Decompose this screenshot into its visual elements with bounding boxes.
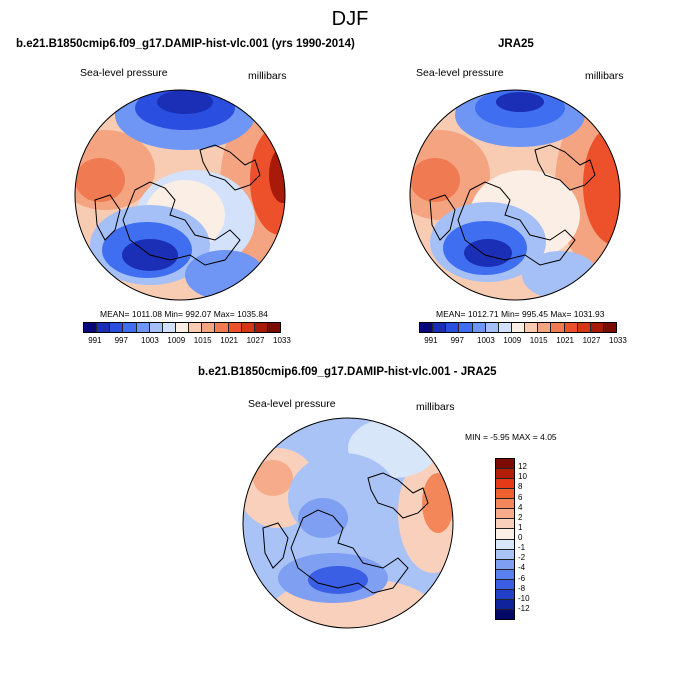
colorbar-swatch <box>538 323 552 332</box>
colorbar-swatch <box>564 323 578 332</box>
colorbar-swatch <box>496 509 514 520</box>
colorbar-swatch <box>577 323 591 332</box>
colorbar-swatch <box>496 599 514 610</box>
colorbar-swatch <box>123 323 137 332</box>
colorbar-swatch <box>472 323 486 332</box>
obs-stats: MEAN= 1012.71 Min= 995.45 Max= 1031.93 <box>436 309 605 319</box>
colorbar-swatch <box>496 479 514 490</box>
colorbar-swatch <box>496 499 514 510</box>
colorbar-swatch <box>498 323 512 332</box>
colorbar-tick-label: -2 <box>518 553 526 563</box>
colorbar-swatch <box>496 609 514 619</box>
figure-title: DJF <box>331 8 369 30</box>
colorbar-swatch <box>496 519 514 530</box>
colorbar-swatch <box>551 323 565 332</box>
colorbar-tick-label: 1003 <box>477 336 495 345</box>
colorbar-tick-label: 4 <box>518 502 523 512</box>
diff-stats: MIN = -5.95 MAX = 4.05 <box>465 432 557 442</box>
model-polar-map <box>74 89 286 301</box>
colorbar-tick-label: -12 <box>518 603 530 613</box>
colorbar-swatch <box>496 559 514 570</box>
colorbar-swatch <box>459 323 473 332</box>
colorbar-tick-label: -10 <box>518 593 530 603</box>
colorbar-tick-label: -1 <box>518 543 526 553</box>
obs-polar-map <box>409 89 621 301</box>
colorbar-swatch <box>97 323 111 332</box>
colorbar-tick-label: 1033 <box>273 336 291 345</box>
colorbar-tick-label: 1033 <box>609 336 627 345</box>
model-variable-label: Sea-level pressure <box>80 67 168 79</box>
colorbar-swatch <box>525 323 539 332</box>
diff-colorbar <box>495 458 515 620</box>
colorbar-tick-label: -8 <box>518 583 526 593</box>
colorbar-swatch <box>136 323 150 332</box>
colorbar-swatch <box>267 323 281 332</box>
colorbar-tick-label: 997 <box>450 336 464 345</box>
colorbar-swatch <box>420 323 434 332</box>
colorbar-swatch <box>590 323 604 332</box>
colorbar-tick-label: 1027 <box>582 336 601 345</box>
colorbar-swatch <box>215 323 229 332</box>
colorbar-swatch <box>496 589 514 600</box>
colorbar-tick-label: 1021 <box>556 336 574 345</box>
colorbar-swatch <box>496 469 514 480</box>
diff-polar-map <box>242 417 454 629</box>
obs-colorbar <box>419 322 617 333</box>
colorbar-swatch <box>496 459 514 470</box>
colorbar-swatch <box>496 569 514 580</box>
colorbar-tick-label: 12 <box>518 462 527 472</box>
colorbar-swatch <box>496 549 514 560</box>
diff-units-label: millibars <box>416 401 455 413</box>
colorbar-swatch <box>496 489 514 500</box>
colorbar-swatch <box>175 323 190 332</box>
colorbar-swatch <box>254 323 268 332</box>
colorbar-tick-label: 991 <box>424 336 438 345</box>
model-colorbar <box>83 322 281 333</box>
colorbar-tick-label: 1009 <box>167 336 186 345</box>
colorbar-tick-label: -6 <box>518 573 526 583</box>
colorbar-swatch <box>110 323 124 332</box>
colorbar-swatch <box>149 323 163 332</box>
colorbar-tick-label: 10 <box>518 472 527 482</box>
colorbar-swatch <box>603 323 617 332</box>
colorbar-swatch <box>202 323 216 332</box>
colorbar-swatch <box>84 323 98 332</box>
obs-panel-title: JRA25 <box>498 38 534 50</box>
colorbar-swatch <box>241 323 255 332</box>
colorbar-swatch <box>496 529 514 540</box>
colorbar-tick-label: 2 <box>518 512 523 522</box>
colorbar-tick-label: 1009 <box>503 336 522 345</box>
colorbar-swatch <box>189 323 203 332</box>
colorbar-tick-label: 1021 <box>220 336 238 345</box>
colorbar-tick-label: -4 <box>518 563 526 573</box>
diff-panel-title: b.e21.B1850cmip6.f09_g17.DAMIP-hist-vlc.… <box>198 366 497 378</box>
colorbar-swatch <box>511 323 526 332</box>
colorbar-tick-label: 1 <box>518 522 523 532</box>
colorbar-tick-label: 1015 <box>193 336 212 345</box>
colorbar-tick-label: 1015 <box>529 336 548 345</box>
colorbar-swatch <box>485 323 499 332</box>
obs-variable-label: Sea-level pressure <box>416 67 504 79</box>
colorbar-tick-label: 991 <box>88 336 102 345</box>
colorbar-tick-label: 8 <box>518 482 523 492</box>
obs-units-label: millibars <box>585 70 624 82</box>
model-stats: MEAN= 1011.08 Min= 992.07 Max= 1035.84 <box>100 309 268 319</box>
colorbar-swatch <box>446 323 460 332</box>
colorbar-tick-label: 997 <box>114 336 128 345</box>
diff-variable-label: Sea-level pressure <box>248 398 336 410</box>
colorbar-tick-label: 6 <box>518 492 523 502</box>
colorbar-swatch <box>433 323 447 332</box>
colorbar-swatch <box>162 323 176 332</box>
colorbar-swatch <box>496 579 514 590</box>
model-panel-title: b.e21.B1850cmip6.f09_g17.DAMIP-hist-vlc.… <box>16 38 355 50</box>
colorbar-tick-label: 1003 <box>141 336 159 345</box>
colorbar-swatch <box>228 323 242 332</box>
model-units-label: millibars <box>248 70 287 82</box>
colorbar-swatch <box>496 539 514 550</box>
colorbar-tick-label: 0 <box>518 533 523 542</box>
colorbar-tick-label: 1027 <box>246 336 265 345</box>
